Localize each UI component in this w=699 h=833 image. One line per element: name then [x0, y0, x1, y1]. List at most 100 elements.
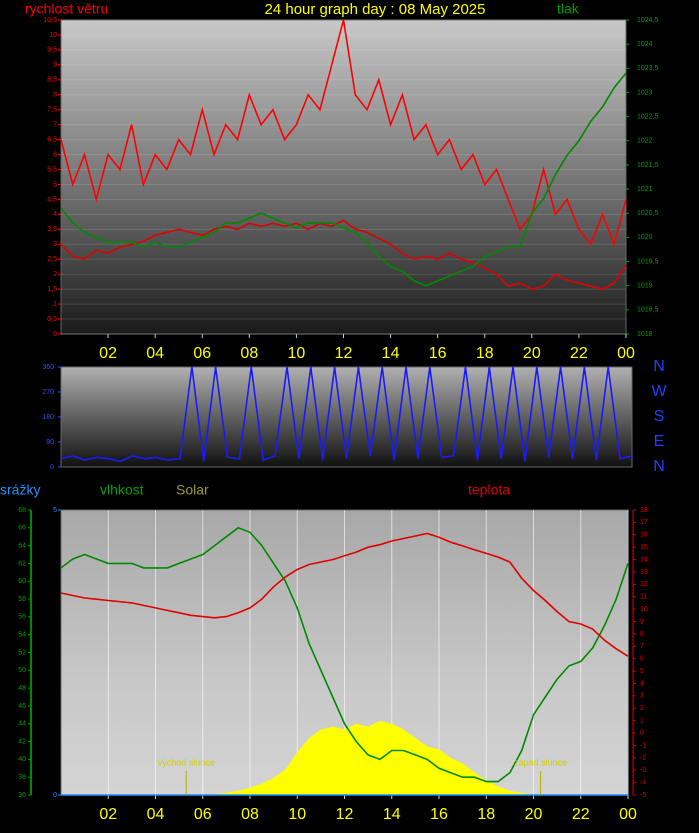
- y2-tick-label: -1: [640, 742, 646, 749]
- y-tick-label: 1,5: [47, 286, 57, 293]
- y-tick-label: 5: [53, 181, 57, 188]
- pressure-label: tlak: [557, 1, 580, 17]
- x-tick-label: 12: [336, 806, 354, 823]
- y2-tick-label: 9: [640, 618, 644, 625]
- y-tick-label: 6: [53, 151, 57, 158]
- y2-tick-label: 2: [640, 705, 644, 712]
- y2-tick-label: 1021,5: [637, 162, 659, 169]
- y2-tick-label: -2: [640, 755, 646, 762]
- y-tick-label: 10: [49, 32, 57, 39]
- y-tick-label: 52: [18, 649, 26, 656]
- y-tick-label: 3: [53, 241, 57, 248]
- y-tick-label: 56: [18, 614, 26, 621]
- y-tick-label: 5,5: [47, 166, 57, 173]
- y3-tick-label: 5: [53, 507, 57, 514]
- y2-tick-label: 1020: [637, 234, 653, 241]
- y-tick-label: 2,5: [47, 256, 57, 263]
- y-tick-label: 62: [18, 560, 26, 567]
- y-tick-label: 4: [53, 211, 57, 218]
- humidity-label: vlhkost: [100, 482, 144, 498]
- y2-tick-label: 1019: [637, 283, 653, 290]
- y2-tick-label: 1: [640, 717, 644, 724]
- y-tick-label: 7: [53, 122, 57, 129]
- y2-tick-label: 12: [640, 581, 648, 588]
- y2-tick-label: 1024: [637, 41, 653, 48]
- y2-tick-label: N: [653, 358, 665, 375]
- solar-label: Solar: [176, 482, 209, 498]
- y2-tick-label: 1021: [637, 186, 653, 193]
- y-tick-label: 3,5: [47, 226, 57, 233]
- y-tick-label: 0: [53, 331, 57, 338]
- y-tick-label: 90: [46, 439, 54, 446]
- y-tick-label: 360: [42, 364, 54, 371]
- y2-tick-label: 6: [640, 656, 644, 663]
- x-tick-label: 18: [476, 345, 494, 362]
- y3-tick-label: 0: [53, 792, 57, 799]
- y-tick-label: 270: [42, 389, 54, 396]
- plot-area: [60, 366, 633, 468]
- y-tick-label: 36: [18, 792, 26, 799]
- y2-tick-label: 1020,5: [637, 210, 659, 217]
- x-tick-label: 14: [382, 345, 400, 362]
- y2-tick-label: 1022,5: [637, 113, 659, 120]
- y-tick-label: 8,5: [47, 77, 57, 84]
- series-line: [60, 526, 629, 783]
- y-tick-label: 42: [18, 738, 26, 745]
- x-tick-label: 14: [383, 806, 401, 823]
- wind-label: rychlost větru: [25, 1, 108, 17]
- y2-tick-label: 8: [640, 631, 644, 638]
- y2-tick-label: 14: [640, 556, 648, 563]
- annotation: východ slunce: [158, 757, 215, 767]
- y-tick-label: 180: [42, 414, 54, 421]
- annotation: západ slunce: [514, 757, 567, 767]
- x-tick-label: 16: [430, 806, 448, 823]
- y-tick-label: 38: [18, 774, 26, 781]
- x-tick-label: 22: [570, 345, 588, 362]
- x-tick-label: 20: [525, 806, 543, 823]
- x-tick-label: 20: [523, 345, 541, 362]
- y2-tick-label: 1018: [637, 331, 653, 338]
- chart-title: 24 hour graph day : 08 May 2025: [265, 1, 486, 18]
- x-tick-label: 06: [194, 806, 212, 823]
- y2-tick-label: W: [651, 383, 667, 400]
- y2-tick-label: 3: [640, 693, 644, 700]
- x-tick-label: 22: [572, 806, 590, 823]
- y2-tick-label: 1023: [637, 89, 653, 96]
- x-tick-label: 04: [146, 345, 164, 362]
- y2-tick-label: N: [653, 458, 665, 475]
- y-tick-label: 10,5: [43, 17, 57, 24]
- series-line: [60, 366, 633, 463]
- x-tick-label: 08: [241, 806, 259, 823]
- x-tick-label: 00: [619, 806, 637, 823]
- series-line: [60, 532, 629, 657]
- x-tick-label: 12: [335, 345, 353, 362]
- x-tick-label: 10: [288, 806, 306, 823]
- x-tick-label: 10: [288, 345, 306, 362]
- x-tick-label: 04: [147, 806, 165, 823]
- y-tick-label: 8: [53, 92, 57, 99]
- y2-tick-label: S: [654, 408, 665, 425]
- y2-tick-label: 11: [640, 594, 647, 601]
- temperature-label: teplota: [468, 482, 510, 498]
- y2-tick-label: 15: [640, 544, 648, 551]
- x-tick-label: 02: [99, 806, 117, 823]
- y2-tick-label: 18: [640, 507, 648, 514]
- solar-area: [61, 720, 628, 795]
- y-tick-label: 2: [53, 271, 57, 278]
- y2-tick-label: -4: [640, 779, 646, 786]
- y2-tick-label: 13: [640, 569, 648, 576]
- y-tick-label: 50: [18, 667, 26, 674]
- y-tick-label: 44: [18, 721, 26, 728]
- x-tick-label: 08: [240, 345, 258, 362]
- x-tick-label: 02: [99, 345, 117, 362]
- y-tick-label: 7,5: [47, 107, 57, 114]
- y-tick-label: 9: [53, 62, 57, 69]
- y2-tick-label: E: [654, 433, 665, 450]
- y-tick-label: 48: [18, 685, 26, 692]
- y2-tick-label: 1022: [637, 138, 653, 145]
- x-tick-label: 00: [617, 345, 635, 362]
- y-tick-label: 1: [53, 301, 57, 308]
- y2-tick-label: 7: [640, 643, 644, 650]
- y-tick-label: 0: [50, 464, 54, 471]
